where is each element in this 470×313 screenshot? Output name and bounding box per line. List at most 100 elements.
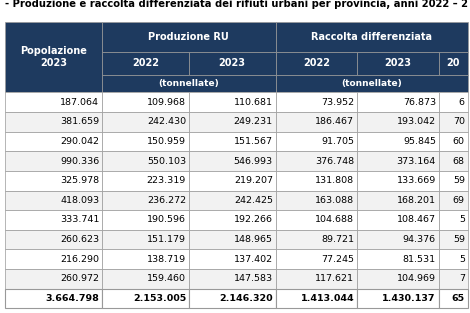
Text: 148.965: 148.965 (234, 235, 273, 244)
Text: 91.705: 91.705 (321, 137, 354, 146)
Text: 138.719: 138.719 (147, 255, 186, 264)
Text: 163.088: 163.088 (315, 196, 354, 205)
Bar (275, 52, 357, 75)
Bar (5, 230, 102, 249)
Text: 137.402: 137.402 (234, 255, 273, 264)
Text: 110.681: 110.681 (234, 98, 273, 107)
Bar (439, 191, 468, 210)
Text: 109.968: 109.968 (147, 98, 186, 107)
Bar (5, 249, 102, 269)
Bar (357, 289, 439, 308)
Text: 69: 69 (453, 196, 465, 205)
Text: (tonnellate): (tonnellate) (158, 79, 219, 88)
Text: 70: 70 (453, 117, 465, 126)
Text: 76.873: 76.873 (403, 98, 436, 107)
Bar (439, 249, 468, 269)
Text: 131.808: 131.808 (315, 176, 354, 185)
Bar (102, 22, 275, 52)
Bar (357, 269, 439, 289)
Bar (5, 92, 102, 112)
Bar (275, 92, 357, 112)
Bar (5, 112, 102, 131)
Bar (439, 269, 468, 289)
Bar (439, 210, 468, 230)
Text: 168.201: 168.201 (397, 196, 436, 205)
Text: 260.972: 260.972 (60, 275, 99, 283)
Text: 2022: 2022 (132, 59, 159, 68)
Text: 223.319: 223.319 (147, 176, 186, 185)
Text: 104.688: 104.688 (315, 215, 354, 224)
Text: 2022: 2022 (303, 59, 330, 68)
Bar (189, 210, 275, 230)
Text: 59: 59 (453, 176, 465, 185)
Bar (189, 52, 275, 75)
Text: 151.567: 151.567 (234, 137, 273, 146)
Bar (5, 269, 102, 289)
Bar (357, 92, 439, 112)
Text: 190.596: 190.596 (147, 215, 186, 224)
Text: 117.621: 117.621 (315, 275, 354, 283)
Bar (275, 249, 357, 269)
Bar (102, 269, 189, 289)
Bar (102, 112, 189, 131)
Bar (5, 131, 102, 151)
Text: 333.741: 333.741 (60, 215, 99, 224)
Bar (189, 269, 275, 289)
Text: 104.969: 104.969 (397, 275, 436, 283)
Bar (102, 289, 189, 308)
Text: Produzione RU: Produzione RU (149, 32, 229, 42)
Text: 242.425: 242.425 (234, 196, 273, 205)
Bar (439, 171, 468, 191)
Bar (5, 151, 102, 171)
Text: 147.583: 147.583 (234, 275, 273, 283)
Bar (439, 289, 468, 308)
Bar (189, 191, 275, 210)
Text: 216.290: 216.290 (60, 255, 99, 264)
Text: 5: 5 (459, 215, 465, 224)
Bar (439, 52, 468, 75)
Bar (275, 269, 357, 289)
Text: 73.952: 73.952 (321, 98, 354, 107)
Bar (275, 112, 357, 131)
Text: 550.103: 550.103 (147, 156, 186, 166)
Text: 193.042: 193.042 (397, 117, 436, 126)
Text: - Produzione e raccolta differenziata dei rifiuti urbani per provincia, anni 202: - Produzione e raccolta differenziata de… (5, 0, 468, 9)
Bar (357, 249, 439, 269)
Bar (275, 191, 357, 210)
Bar (357, 112, 439, 131)
Bar (102, 191, 189, 210)
Bar (189, 289, 275, 308)
Text: 376.748: 376.748 (315, 156, 354, 166)
Bar (275, 171, 357, 191)
Text: 418.093: 418.093 (60, 196, 99, 205)
Text: 60: 60 (453, 137, 465, 146)
Bar (275, 210, 357, 230)
Bar (5, 289, 102, 308)
Bar (275, 230, 357, 249)
Bar (439, 151, 468, 171)
Bar (102, 171, 189, 191)
Bar (102, 52, 189, 75)
Text: 7: 7 (459, 275, 465, 283)
Bar (275, 131, 357, 151)
Bar (102, 151, 189, 171)
Text: 133.669: 133.669 (397, 176, 436, 185)
Text: 65: 65 (452, 294, 465, 303)
Bar (357, 210, 439, 230)
Text: 990.336: 990.336 (60, 156, 99, 166)
Bar (189, 230, 275, 249)
Bar (189, 92, 275, 112)
Bar (357, 131, 439, 151)
Bar (357, 52, 439, 75)
Bar (102, 131, 189, 151)
Text: 192.266: 192.266 (234, 215, 273, 224)
Text: 151.179: 151.179 (147, 235, 186, 244)
Bar (102, 249, 189, 269)
Bar (275, 75, 468, 92)
Text: 94.376: 94.376 (403, 235, 436, 244)
Text: 150.959: 150.959 (147, 137, 186, 146)
Text: 2.153.005: 2.153.005 (133, 294, 186, 303)
Text: 2.146.320: 2.146.320 (219, 294, 273, 303)
Text: 187.064: 187.064 (60, 98, 99, 107)
Text: 159.460: 159.460 (147, 275, 186, 283)
